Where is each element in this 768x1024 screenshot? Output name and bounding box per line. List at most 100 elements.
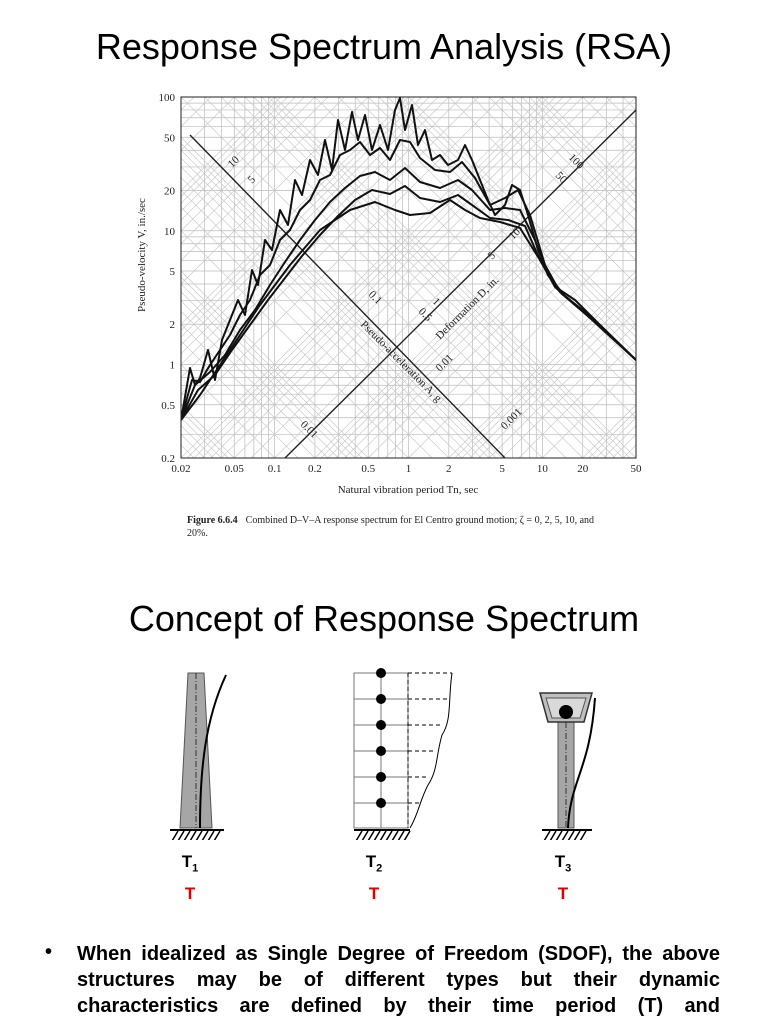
tank-structure bbox=[539, 692, 596, 840]
grid-line bbox=[193, 97, 556, 458]
grid-line bbox=[541, 364, 636, 458]
grid-line bbox=[501, 324, 636, 458]
grid-line bbox=[181, 97, 439, 355]
grid-line bbox=[181, 97, 316, 231]
grid-line bbox=[186, 97, 549, 458]
acceleration-axis bbox=[189, 134, 506, 458]
structure-diagrams bbox=[170, 668, 596, 840]
plot-frame bbox=[180, 96, 637, 459]
response-spectrum-figure: 0.02 0.05 0.1 0.2 0.5 1 2 5 10 20 500.20.512510205… bbox=[136, 92, 643, 496]
grid-line bbox=[181, 97, 276, 191]
grid-line bbox=[541, 97, 636, 191]
x-tick-label: 20 bbox=[577, 463, 589, 475]
spectrum-curve bbox=[181, 199, 636, 421]
grid-line bbox=[488, 97, 636, 244]
title: Response Spectrum Analysis (RSA) bbox=[95, 26, 673, 67]
y-axis-label: Pseudo-velocity V, in./sec bbox=[136, 198, 148, 312]
y-tick-label: 50 bbox=[164, 132, 176, 144]
y-tick-label: 20 bbox=[164, 185, 176, 197]
y-tick-label: 0.5 bbox=[161, 400, 175, 412]
grid-line bbox=[220, 97, 584, 458]
grid-line bbox=[521, 97, 636, 212]
grid-line bbox=[181, 97, 282, 197]
x-tick-label: 0.05 bbox=[225, 463, 245, 475]
grid-line bbox=[181, 97, 479, 395]
y-tick-label: 5 bbox=[170, 266, 176, 278]
spectra bbox=[181, 97, 636, 421]
grid-line bbox=[181, 270, 369, 458]
label-main: T bbox=[554, 852, 566, 871]
grid-line bbox=[274, 97, 636, 458]
grid-line bbox=[181, 97, 182, 98]
grid-line bbox=[181, 324, 316, 458]
grid-line bbox=[181, 97, 450, 365]
structure-label: T2 bbox=[354, 852, 394, 874]
tick-labels: 0.02 0.05 0.1 0.2 0.5 1 2 5 10 20 500.20.512510205… bbox=[159, 92, 643, 475]
diagonal-label: 5 bbox=[246, 173, 259, 186]
period-label: T bbox=[557, 884, 569, 903]
caption-number: Figure 6.6.4 bbox=[187, 515, 238, 526]
structure-label: T3 bbox=[543, 852, 583, 874]
frame-structure bbox=[353, 668, 453, 840]
grid-line bbox=[181, 97, 288, 204]
grid-line bbox=[233, 97, 597, 458]
x-axis-label: Natural vibration period Tn, sec bbox=[338, 484, 479, 496]
diagonal-label: 50 bbox=[553, 170, 570, 187]
grid-line bbox=[384, 206, 636, 458]
grid-line bbox=[181, 340, 299, 458]
caption-text: Combined D–V–A response spectrum for El … bbox=[187, 515, 595, 539]
grid-line bbox=[181, 97, 422, 338]
x-tick-label: 2 bbox=[446, 463, 452, 475]
grid-line bbox=[181, 97, 543, 458]
grid-line bbox=[408, 230, 636, 458]
grid-line bbox=[635, 97, 636, 98]
deformation-axis bbox=[284, 109, 636, 458]
grid-line bbox=[448, 270, 636, 458]
x-tick-label: 0.02 bbox=[171, 463, 190, 475]
label-subscript: 1 bbox=[192, 862, 199, 875]
x-tick-label: 0.5 bbox=[361, 463, 375, 475]
period-label: T bbox=[184, 884, 196, 903]
x-tick-label: 5 bbox=[499, 463, 505, 475]
grid-line bbox=[181, 97, 296, 212]
grid-line bbox=[354, 177, 636, 458]
y-tick-label: 0.2 bbox=[161, 453, 175, 465]
y-tick-label: 1 bbox=[170, 360, 176, 372]
grid-line bbox=[201, 97, 564, 458]
grid-line bbox=[181, 97, 463, 378]
spectrum-curve bbox=[181, 139, 636, 421]
spectrum-curve bbox=[181, 167, 636, 421]
grid-line bbox=[448, 97, 636, 285]
grid-line bbox=[181, 283, 356, 458]
grid-line bbox=[181, 97, 416, 331]
diagonal-label: 100 bbox=[566, 152, 587, 173]
y-tick-label: 100 bbox=[159, 92, 176, 104]
grid-line bbox=[327, 150, 636, 458]
grid-line bbox=[535, 97, 636, 197]
grid-line bbox=[518, 340, 636, 458]
grid-line bbox=[181, 276, 363, 458]
grid-line bbox=[461, 283, 636, 458]
label-subscript: 2 bbox=[376, 862, 383, 875]
grid-line bbox=[320, 143, 636, 458]
x-tick-label: 1 bbox=[406, 463, 412, 475]
grid-line bbox=[181, 364, 276, 458]
grid-line bbox=[367, 190, 636, 458]
grid-line bbox=[181, 97, 409, 325]
x-tick-label: 0.1 bbox=[268, 463, 282, 475]
section-title: Concept of Response Spectrum bbox=[128, 598, 640, 639]
grid-line bbox=[501, 97, 636, 231]
grid-line bbox=[210, 97, 573, 458]
grid-line bbox=[408, 97, 636, 325]
grid-line bbox=[469, 291, 636, 458]
diagonal-label: 1 bbox=[430, 296, 442, 308]
label-main: T bbox=[365, 852, 377, 871]
column-structure bbox=[170, 672, 227, 840]
grid-line bbox=[529, 97, 636, 204]
figure-caption: Figure 6.6.4 Combined D–V–A response spec… bbox=[187, 514, 607, 540]
grid-line bbox=[335, 157, 636, 458]
label-main: T bbox=[181, 852, 193, 871]
grid-line bbox=[512, 97, 636, 221]
axes-diagonal bbox=[189, 109, 636, 458]
